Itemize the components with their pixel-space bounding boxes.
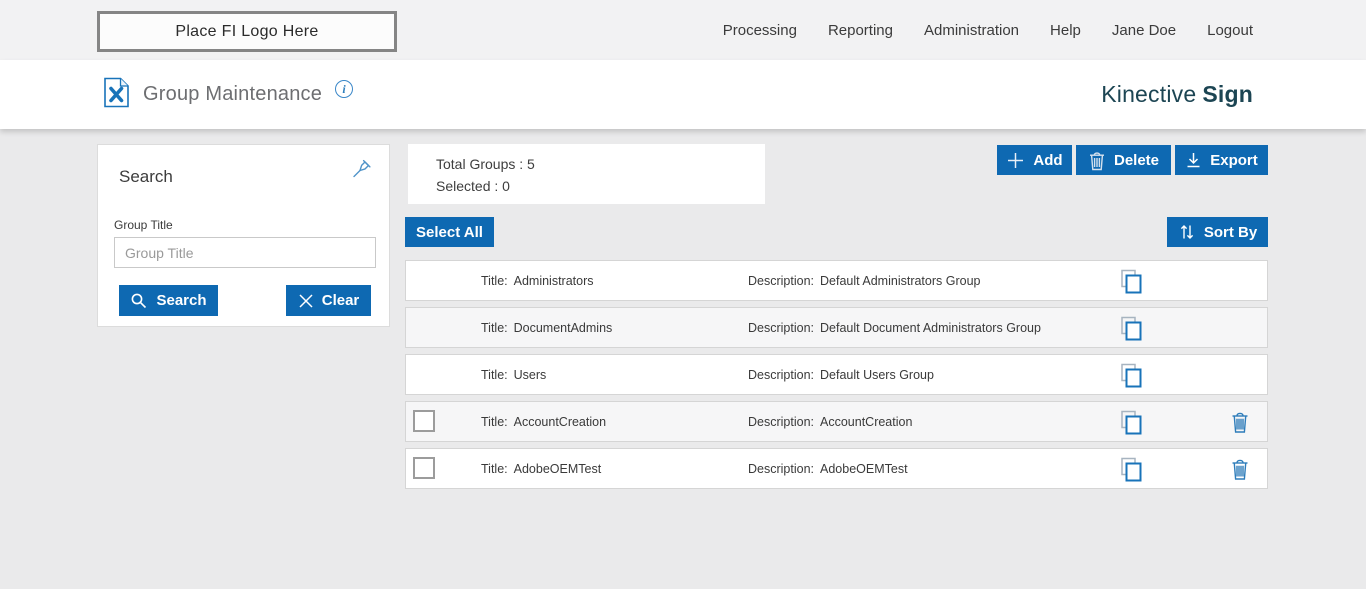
selected-label: Selected : <box>436 178 499 194</box>
row-description-value: Default Document Administrators Group <box>820 320 1041 335</box>
row-description-value: AdobeOEMTest <box>820 461 908 476</box>
add-button[interactable]: Add <box>997 145 1072 175</box>
selected-value: 0 <box>502 178 510 194</box>
row-description-cell: Description: Default Users Group <box>748 355 934 394</box>
row-description-value: Default Administrators Group <box>820 273 981 288</box>
delete-button[interactable]: Delete <box>1076 145 1171 175</box>
brand-product: Sign <box>1202 81 1253 107</box>
row-copy-icon[interactable] <box>1119 268 1143 300</box>
search-button[interactable]: Search <box>119 285 218 316</box>
row-title-cell: Title: AdobeOEMTest <box>481 449 601 488</box>
page-title: Group Maintenance <box>143 83 323 105</box>
fi-logo-placeholder: Place FI Logo Here <box>97 11 397 52</box>
top-navigation: Processing Reporting Administration Help… <box>723 0 1253 60</box>
brand-name: Kinective <box>1101 81 1197 107</box>
row-description-cell: Description: Default Administrators Grou… <box>748 261 981 300</box>
group-row: Title: AccountCreation Description: Acco… <box>405 401 1268 442</box>
main-content: Search Group Title Search <box>0 129 1366 589</box>
nav-reporting[interactable]: Reporting <box>827 21 893 39</box>
row-title-cell: Title: Administrators <box>481 261 594 300</box>
delete-button-label: Delete <box>1113 151 1160 169</box>
search-panel: Search Group Title Search <box>97 144 390 327</box>
row-description-label: Description: <box>748 414 814 429</box>
row-title-value: Users <box>513 367 547 382</box>
nav-administration[interactable]: Administration <box>923 21 1020 39</box>
add-button-label: Add <box>1033 151 1063 169</box>
row-copy-icon[interactable] <box>1119 315 1143 347</box>
search-button-label: Search <box>156 292 207 309</box>
pin-icon[interactable] <box>351 157 373 184</box>
row-description-cell: Description: AccountCreation <box>748 402 912 441</box>
row-description-value: AccountCreation <box>820 414 913 429</box>
nav-help[interactable]: Help <box>1050 21 1081 39</box>
sort-by-button[interactable]: Sort By <box>1167 217 1268 247</box>
total-groups-line: Total Groups : 5 <box>436 153 765 175</box>
nav-processing[interactable]: Processing <box>722 21 797 39</box>
plus-icon <box>1008 152 1024 168</box>
nav-user-name[interactable]: Jane Doe <box>1111 21 1177 39</box>
row-title-label: Title: <box>481 414 508 429</box>
nav-logout[interactable]: Logout <box>1207 21 1253 39</box>
row-delete-icon[interactable] <box>1230 457 1250 486</box>
group-title-label: Group Title <box>114 218 173 232</box>
row-title-value: AccountCreation <box>513 414 607 429</box>
row-title-value: DocumentAdmins <box>513 320 613 335</box>
row-description-cell: Description: Default Document Administra… <box>748 308 1041 347</box>
row-checkbox[interactable] <box>413 457 435 479</box>
trash-icon <box>1089 151 1104 170</box>
clear-x-icon <box>299 293 313 308</box>
row-description-label: Description: <box>748 273 814 288</box>
export-button-label: Export <box>1210 151 1258 169</box>
clear-button-label: Clear <box>321 292 360 309</box>
page-header-bar: Group Maintenance i Kinective Sign <box>0 60 1366 129</box>
search-panel-title: Search <box>119 167 173 186</box>
brand-logo: Kinective Sign <box>1101 60 1253 129</box>
summary-panel: Total Groups : 5 Selected : 0 <box>408 144 765 204</box>
row-copy-icon[interactable] <box>1119 362 1143 394</box>
row-copy-icon[interactable] <box>1119 409 1143 441</box>
selected-line: Selected : 0 <box>436 175 765 197</box>
download-icon <box>1187 153 1200 168</box>
total-groups-label: Total Groups : <box>436 156 524 172</box>
row-copy-icon[interactable] <box>1119 456 1143 488</box>
row-description-cell: Description: AdobeOEMTest <box>748 449 908 488</box>
action-toolbar: Add Delete Export <box>997 145 1268 175</box>
row-title-cell: Title: Users <box>481 355 546 394</box>
select-all-label: Select All <box>416 223 483 241</box>
group-row: Title: AdobeOEMTest Description: AdobeOE… <box>405 448 1268 489</box>
row-checkbox[interactable] <box>413 410 435 432</box>
top-bar: Place FI Logo Here Processing Reporting … <box>0 0 1366 60</box>
group-list: Title: Administrators Description: Defau… <box>405 260 1268 495</box>
clear-button[interactable]: Clear <box>286 285 371 316</box>
sort-arrows-icon <box>1180 225 1193 239</box>
row-description-value: Default Users Group <box>820 367 934 382</box>
search-icon <box>132 293 147 308</box>
export-button[interactable]: Export <box>1175 145 1268 175</box>
row-title-value: Administrators <box>513 273 594 288</box>
row-title-label: Title: <box>481 367 508 382</box>
page-title-group: Group Maintenance i <box>103 60 354 129</box>
row-title-label: Title: <box>481 320 508 335</box>
select-all-button[interactable]: Select All <box>405 217 494 247</box>
group-maintenance-page-icon <box>103 77 130 113</box>
sort-by-label: Sort By <box>1203 223 1258 241</box>
row-title-label: Title: <box>481 461 508 476</box>
row-delete-icon[interactable] <box>1230 410 1250 439</box>
row-title-value: AdobeOEMTest <box>513 461 602 476</box>
row-title-label: Title: <box>481 273 508 288</box>
row-description-label: Description: <box>748 461 814 476</box>
group-row: Title: DocumentAdmins Description: Defau… <box>405 307 1268 348</box>
info-icon[interactable]: i <box>335 80 354 98</box>
row-description-label: Description: <box>748 320 814 335</box>
group-row: Title: Users Description: Default Users … <box>405 354 1268 395</box>
row-description-label: Description: <box>748 367 814 382</box>
total-groups-value: 5 <box>527 156 535 172</box>
group-title-input[interactable] <box>114 237 376 268</box>
row-title-cell: Title: DocumentAdmins <box>481 308 612 347</box>
row-title-cell: Title: AccountCreation <box>481 402 606 441</box>
fi-logo-text: Place FI Logo Here <box>175 22 319 40</box>
group-row: Title: Administrators Description: Defau… <box>405 260 1268 301</box>
